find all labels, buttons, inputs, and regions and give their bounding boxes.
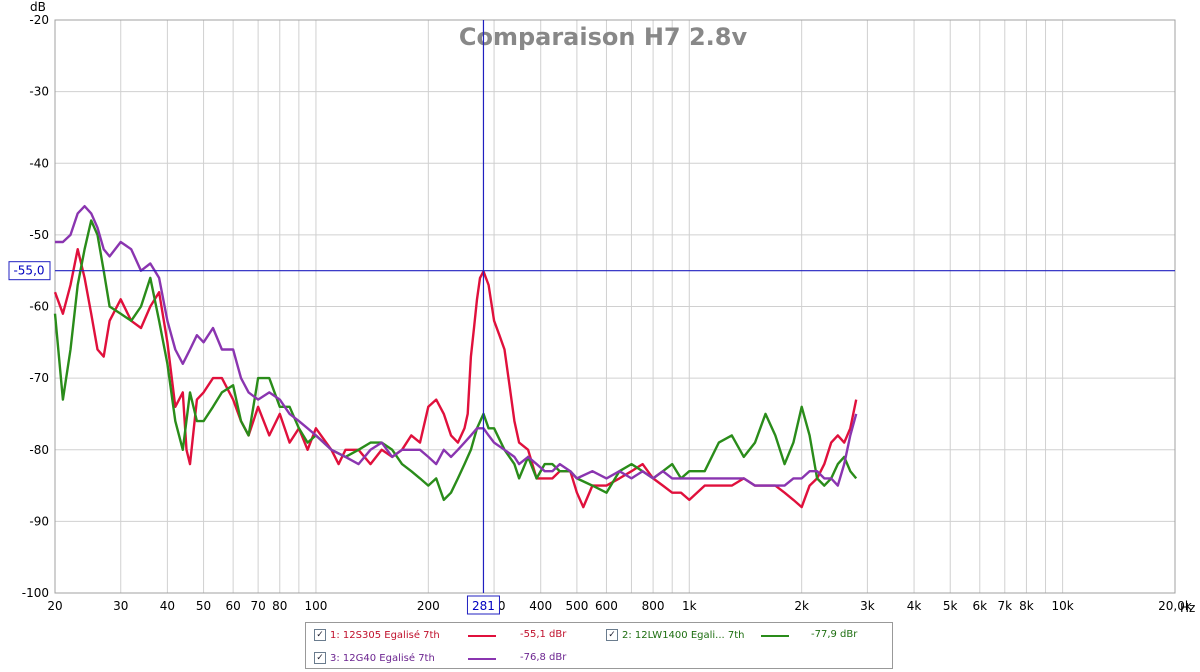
series-2-index: 2: — [622, 629, 632, 641]
cursor-x-box — [466, 595, 500, 615]
x-tick-label: 7k — [997, 599, 1012, 613]
series-lines — [53, 204, 858, 509]
series-3-checkbox[interactable]: ✓ — [314, 652, 326, 664]
series-3-name: 12G40 Egalisé 7th — [342, 652, 435, 664]
plot-border — [54, 19, 1176, 594]
legend: ✓ 1: 12S305 Egalisé 7th -55,1 dBr ✓ 2: 1… — [305, 622, 893, 669]
series-1-name: 12S305 Egalisé 7th — [342, 629, 440, 641]
series-3-line — [55, 204, 858, 487]
series-3-swatch — [468, 658, 496, 660]
series-1-index: 1: — [330, 629, 340, 641]
chart-background — [0, 0, 1200, 620]
series-3-value: -76,8 dBr — [520, 652, 567, 663]
x-tick-label: 3k — [860, 599, 875, 613]
x-tick-label: 800 — [642, 599, 665, 613]
y-tick-label: -60 — [29, 300, 49, 314]
y-tick-label: -70 — [29, 371, 49, 385]
x-tick-label: 50 — [196, 599, 211, 613]
cursor-x-label: 281 — [472, 599, 495, 613]
x-tick-label: 20,0k — [1158, 599, 1192, 613]
x-tick-label: 70 — [250, 599, 265, 613]
series-1-value: -55,1 dBr — [520, 629, 567, 640]
legend-item-series-1[interactable]: ✓ 1: 12S305 Egalisé 7th — [314, 627, 440, 643]
x-tick-label: 200 — [417, 599, 440, 613]
cursor-y-label: -55,0 — [13, 264, 44, 278]
legend-item-series-2[interactable]: ✓ 2: 12LW1400 Egali... 7th — [606, 627, 745, 643]
y-tick-labels: -20 -30 -40 -50 -60 -70 -80 -90 -100 — [22, 13, 49, 600]
x-tick-label: 30 — [113, 599, 128, 613]
series-2-swatch — [761, 635, 789, 637]
x-tick-label: 80 — [272, 599, 287, 613]
crosshair-cursor[interactable]: -55,0 281 — [8, 20, 1175, 615]
x-tick-label: 400 — [529, 599, 552, 613]
x-tick-label: 100 — [304, 599, 327, 613]
x-tick-label: 40 — [160, 599, 175, 613]
x-tick-label: 6k — [972, 599, 987, 613]
x-tick-label: 10k — [1052, 599, 1074, 613]
x-tick-label: 1k — [682, 599, 697, 613]
y-tick-label: -30 — [29, 85, 49, 99]
frequency-response-chart: Comparaison H7 2.8v dB Hz -20 -30 -40 -50 -6… — [0, 0, 1200, 620]
series-1-checkbox[interactable]: ✓ — [314, 629, 326, 641]
y-axis-unit-label: dB — [30, 0, 46, 14]
y-tick-label: -90 — [29, 514, 49, 528]
chart-title: Comparaison H7 2.8v — [459, 23, 748, 51]
x-tick-label: 4k — [907, 599, 922, 613]
series-3-index: 3: — [330, 652, 340, 664]
y-tick-label: -100 — [22, 586, 49, 600]
y-tick-label: -50 — [29, 228, 49, 242]
series-1-swatch — [468, 635, 496, 637]
series-2-checkbox[interactable]: ✓ — [606, 629, 618, 641]
series-1-line — [53, 247, 858, 509]
grid — [54, 19, 1176, 594]
x-tick-label: 8k — [1019, 599, 1034, 613]
series-1-label: 1: 12S305 Egalisé 7th — [330, 630, 440, 641]
x-tick-label: 5k — [943, 599, 958, 613]
x-tick-label: 20 — [47, 599, 62, 613]
cursor-y-box — [8, 261, 51, 281]
x-tick-label: 500 — [565, 599, 588, 613]
y-tick-label: -20 — [29, 13, 49, 27]
x-tick-label: 2k — [794, 599, 809, 613]
y-tick-label: -80 — [29, 443, 49, 457]
series-2-line — [53, 219, 858, 502]
plot-frame — [54, 19, 1176, 594]
x-tick-label: 600 — [595, 599, 618, 613]
series-3-label: 3: 12G40 Egalisé 7th — [330, 653, 435, 664]
series-2-name: 12LW1400 Egali... 7th — [634, 629, 745, 641]
x-tick-label: 60 — [225, 599, 240, 613]
series-2-value: -77,9 dBr — [811, 629, 858, 640]
x-axis-unit-label: Hz — [1180, 601, 1195, 615]
series-2-label: 2: 12LW1400 Egali... 7th — [622, 630, 745, 641]
legend-item-series-3[interactable]: ✓ 3: 12G40 Egalisé 7th — [314, 650, 435, 666]
y-tick-label: -40 — [29, 156, 49, 170]
